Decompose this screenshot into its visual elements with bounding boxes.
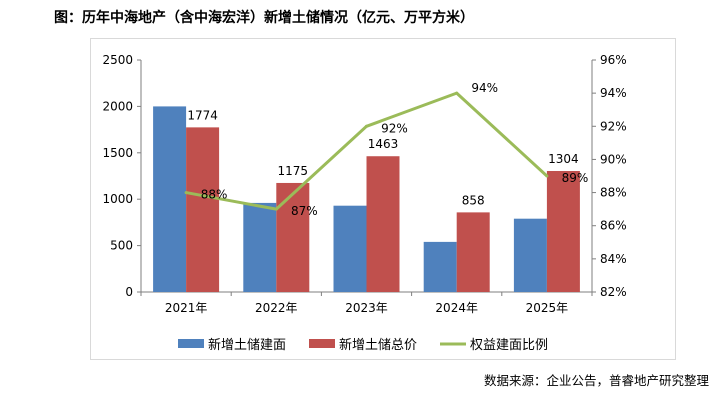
y-right-tick-label: 88% (600, 186, 627, 200)
ratio-value-label: 92% (381, 121, 408, 135)
ratio-point (365, 124, 368, 128)
bar-price (456, 212, 490, 292)
bar-area (243, 202, 277, 292)
legend-label: 权益建面比例 (470, 337, 548, 353)
bar-price (186, 127, 220, 292)
bar-value-label: 858 (462, 193, 485, 207)
bar-value-label: 1175 (278, 164, 309, 178)
legend-label: 新增土储总价 (339, 337, 417, 353)
ratio-point (274, 207, 278, 211)
ratio-point (545, 174, 549, 178)
y-right-tick-label: 96% (600, 53, 627, 67)
ratio-value-label: 89% (562, 171, 589, 185)
data-source-note: 数据来源：企业公告，普睿地产研究整理 (483, 373, 709, 388)
ratio-value-label: 87% (291, 204, 318, 218)
y-right-tick-label: 84% (600, 252, 627, 266)
y-right-tick-label: 90% (600, 152, 627, 166)
legend-swatch (178, 339, 204, 348)
y-right-tick-label: 86% (600, 219, 627, 233)
bar-value-label: 1774 (187, 108, 218, 122)
bar-area (153, 106, 187, 293)
ratio-value-label: 88% (201, 188, 228, 202)
bar-area (423, 241, 457, 292)
bar-price (276, 182, 310, 292)
x-tick-label: 2022年 (255, 301, 298, 315)
ratio-point (455, 91, 459, 95)
bar-value-label: 1463 (368, 137, 399, 151)
y-right-tick-label: 82% (600, 285, 627, 299)
y-left-tick-label: 1000 (102, 192, 133, 206)
y-right-tick-label: 92% (600, 119, 627, 133)
y-left-tick-label: 2000 (102, 99, 133, 113)
bar-value-label: 1304 (548, 152, 579, 166)
legend-label: 新增土储建面 (208, 337, 286, 353)
y-right-tick-label: 94% (600, 86, 627, 100)
legend-swatch (309, 339, 335, 348)
chart-title: 图：历年中海地产（含中海宏洋）新增土储情况（亿元、万平方米） (54, 10, 474, 26)
bar-area (333, 205, 367, 292)
y-left-tick-label: 0 (125, 285, 133, 299)
bar-price (546, 170, 580, 292)
x-tick-label: 2024年 (435, 301, 478, 315)
bar-area (513, 218, 547, 292)
y-left-tick-label: 500 (110, 239, 133, 253)
x-tick-label: 2023年 (345, 301, 388, 315)
x-tick-label: 2021年 (165, 301, 208, 315)
ratio-value-label: 94% (471, 81, 498, 95)
ratio-point (184, 191, 188, 195)
y-left-tick-label: 2500 (102, 53, 133, 67)
y-left-tick-label: 1500 (102, 146, 133, 160)
chart-panel (90, 38, 676, 360)
bar-price (366, 156, 400, 292)
x-tick-label: 2025年 (526, 301, 569, 315)
